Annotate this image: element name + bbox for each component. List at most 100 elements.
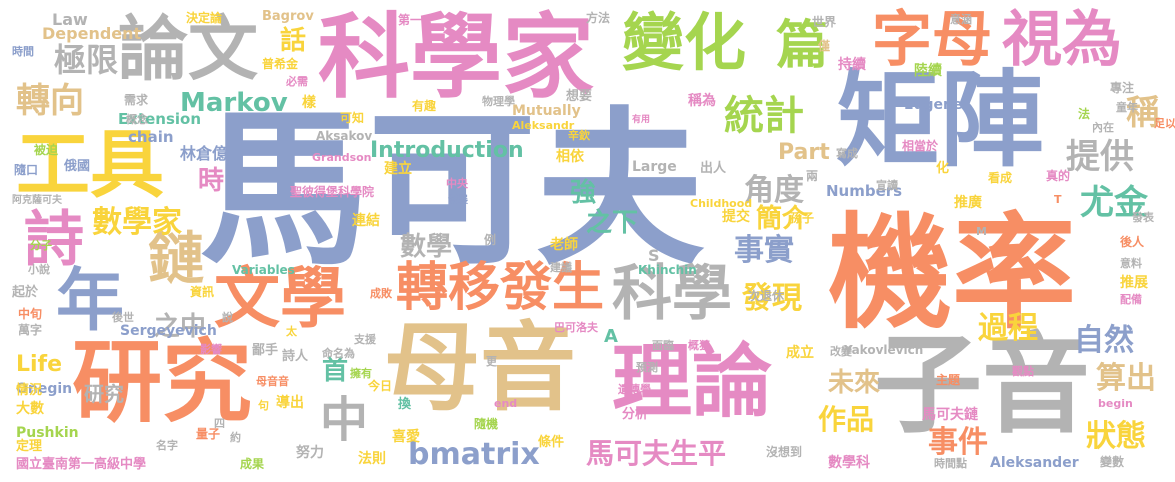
word: 起於 — [12, 285, 39, 300]
word: chain — [128, 128, 174, 146]
word: 概狂 — [688, 339, 710, 352]
word: S — [648, 246, 660, 265]
word: 化 — [936, 161, 950, 176]
word: 機率 — [828, 202, 1077, 346]
word: 話 — [280, 26, 307, 56]
word: begin — [1098, 397, 1133, 410]
word: Variables — [232, 263, 295, 277]
word: Dependent — [42, 24, 142, 43]
word: 被迫 — [34, 143, 59, 157]
word: 統計 — [724, 93, 804, 139]
word: 數學科 — [828, 455, 870, 471]
word: 字母 — [872, 5, 992, 75]
word: 約 — [230, 431, 241, 444]
word: 中 — [320, 392, 369, 448]
word: 真的 — [1046, 169, 1071, 183]
word: 寫成 — [836, 147, 858, 160]
word: 條件 — [538, 435, 565, 450]
word: 馬可夫 — [200, 92, 704, 288]
word: 遺傳學 — [618, 383, 651, 396]
word: 角度 — [744, 173, 804, 208]
word: 變化 — [622, 6, 747, 79]
word: 今日 — [368, 379, 393, 393]
word: 中央 — [446, 177, 468, 190]
word: 改變 — [830, 345, 852, 358]
word: Mutually — [512, 103, 581, 119]
word: 數學 — [400, 232, 453, 262]
word: 名字 — [156, 439, 178, 452]
word: bmatrix — [408, 437, 540, 472]
word: 句 — [258, 399, 269, 412]
word: Aleksandr — [512, 119, 575, 132]
word: 決定論 — [186, 11, 223, 25]
word: Khinchin — [638, 263, 697, 277]
word: M — [976, 225, 987, 238]
word: 辛欽 — [568, 129, 590, 142]
word: 出人 — [700, 161, 727, 176]
word: 發展 — [448, 195, 468, 206]
word: Yakovlevich — [844, 343, 924, 357]
word: 童年 — [1116, 101, 1138, 114]
word: 年 — [56, 262, 125, 341]
word: 萬字 — [18, 323, 43, 337]
word: Part — [778, 140, 830, 165]
word: 連結 — [352, 213, 380, 229]
word: 更 — [486, 355, 497, 368]
word: 世界 — [812, 15, 837, 29]
word: 國立臺南第一高級中學 — [16, 457, 147, 472]
word: 尤金 — [1080, 183, 1148, 223]
word: 詩人 — [282, 349, 309, 364]
word: 發現 — [742, 281, 802, 316]
word: Large — [632, 159, 677, 175]
word: 專注 — [1110, 81, 1135, 95]
word: 宣讀 — [876, 179, 898, 192]
word: 物理學 — [482, 95, 515, 108]
word: Introduction — [370, 138, 524, 163]
word: 影響 — [200, 343, 222, 356]
word: 努力 — [296, 445, 324, 461]
word: 馬可夫鏈 — [922, 407, 978, 423]
word: 篇 — [776, 16, 829, 76]
word: 分析 — [622, 407, 649, 422]
word: 首 — [322, 356, 349, 386]
word: 中旬 — [18, 307, 43, 321]
word: 發生 — [500, 258, 605, 318]
word: Onegin — [16, 381, 73, 397]
word: 文學 — [214, 260, 346, 337]
word: 林倉億 — [180, 144, 229, 163]
word: 成敗 — [370, 287, 392, 300]
word: 事實 — [734, 233, 794, 268]
word: 提交 — [722, 209, 750, 225]
word: 大數 — [16, 401, 44, 417]
word: 兩 — [806, 169, 819, 183]
word: 過程 — [978, 311, 1038, 346]
word: Sergeyevich — [120, 323, 217, 339]
word: 法則 — [358, 451, 386, 467]
word: 鏈 — [148, 227, 204, 292]
word: 之下 — [586, 208, 639, 238]
word: Aleksander — [990, 455, 1079, 471]
word: 後世 — [112, 311, 134, 324]
word: 稱 — [1126, 93, 1160, 133]
word: 算出 — [1096, 361, 1156, 396]
word: 隨口 — [14, 163, 39, 177]
word: T — [1054, 193, 1062, 206]
word: 強 — [570, 178, 597, 208]
word: 沒想到 — [766, 445, 803, 459]
word: 太 — [286, 325, 297, 338]
word: 工具 — [16, 122, 164, 208]
word: 馬可夫生平 — [586, 437, 727, 470]
word: 研究 — [72, 330, 252, 435]
word: 時間 — [12, 45, 34, 58]
word: A — [604, 326, 618, 347]
word: 極限 — [54, 41, 119, 79]
word: Grandson — [312, 151, 372, 164]
word: 量子 — [196, 427, 221, 441]
word: 時 — [198, 166, 225, 196]
word: 意料 — [1120, 257, 1142, 270]
word: 未來 — [828, 368, 881, 398]
word: 老師 — [550, 237, 578, 253]
word: 配備 — [1120, 293, 1142, 306]
word: 時間點 — [934, 457, 967, 470]
word: 理論 — [612, 335, 772, 428]
